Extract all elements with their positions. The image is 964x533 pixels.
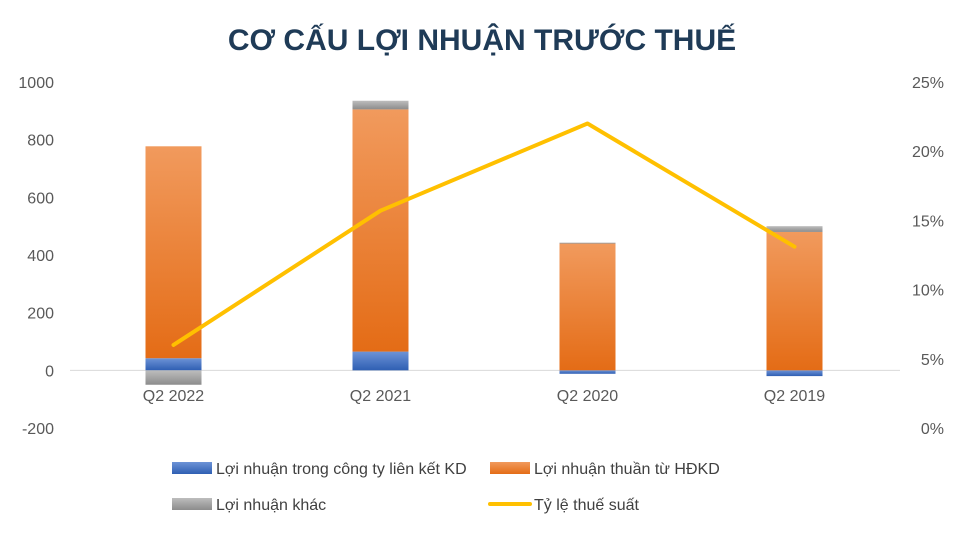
legend-swatch-orange [490,462,530,474]
bar-other [766,226,823,232]
bar-operating [766,231,823,371]
bar-operating [352,109,409,352]
legend-label-associates: Lợi nhuận trong công ty liên kết KD [216,461,467,478]
chart-title: CƠ CẤU LỢI NHUẬN TRƯỚC THUẾ [228,23,736,57]
bars [145,100,823,385]
bar-associates [766,370,823,377]
y2-tick-label: 15% [912,213,944,230]
y-tick-label: 400 [27,248,54,265]
legend-swatch-blue [172,462,212,474]
bar-associates [352,351,409,371]
y-tick-label: 600 [27,190,54,207]
y-tick-label: 800 [27,133,54,150]
y-tick-label: 200 [27,306,54,323]
y2-tick-label: 25% [912,75,944,92]
legend-swatch-gray [172,498,212,510]
legend-item-associates: Lợi nhuận trong công ty liên kết KD [172,461,467,478]
y2-tick-label: 10% [912,283,944,300]
bar-operating [145,146,202,359]
legend-item-tax-rate: Tỷ lệ thuế suất [488,497,640,514]
bar-other [145,370,202,385]
x-tick-label: Q2 2022 [143,388,204,405]
bar-associates [559,370,616,374]
legend-item-operating: Lợi nhuận thuần từ HĐKD [490,461,720,478]
x-axis: Q2 2022 Q2 2021 Q2 2020 Q2 2019 [143,388,825,405]
x-tick-label: Q2 2021 [350,388,411,405]
bar-operating [559,243,616,371]
y2-axis: 25% 20% 15% 10% 5% 0% [912,75,944,438]
legend-item-other: Lợi nhuận khác [172,497,326,514]
y2-tick-label: 5% [921,352,944,369]
y-tick-label: 1000 [18,75,54,92]
x-tick-label: Q2 2019 [764,388,825,405]
legend-label-operating: Lợi nhuận thuần từ HĐKD [534,461,720,478]
legend-label-other: Lợi nhuận khác [216,497,326,514]
y-axis: 1000 800 600 400 200 0 -200 [18,75,54,438]
y2-tick-label: 20% [912,144,944,161]
x-tick-label: Q2 2020 [557,388,618,405]
y2-tick-label: 0% [921,421,944,438]
bar-other [559,242,616,244]
legend: Lợi nhuận trong công ty liên kết KD Lợi … [172,461,720,514]
tax-rate-series-line [171,121,797,347]
legend-label-tax-rate: Tỷ lệ thuế suất [534,497,640,514]
tax-rate-line [171,121,797,347]
y-tick-label: -200 [22,421,54,438]
bar-associates [145,358,202,371]
y-tick-label: 0 [45,363,54,380]
bar-other [352,100,409,110]
